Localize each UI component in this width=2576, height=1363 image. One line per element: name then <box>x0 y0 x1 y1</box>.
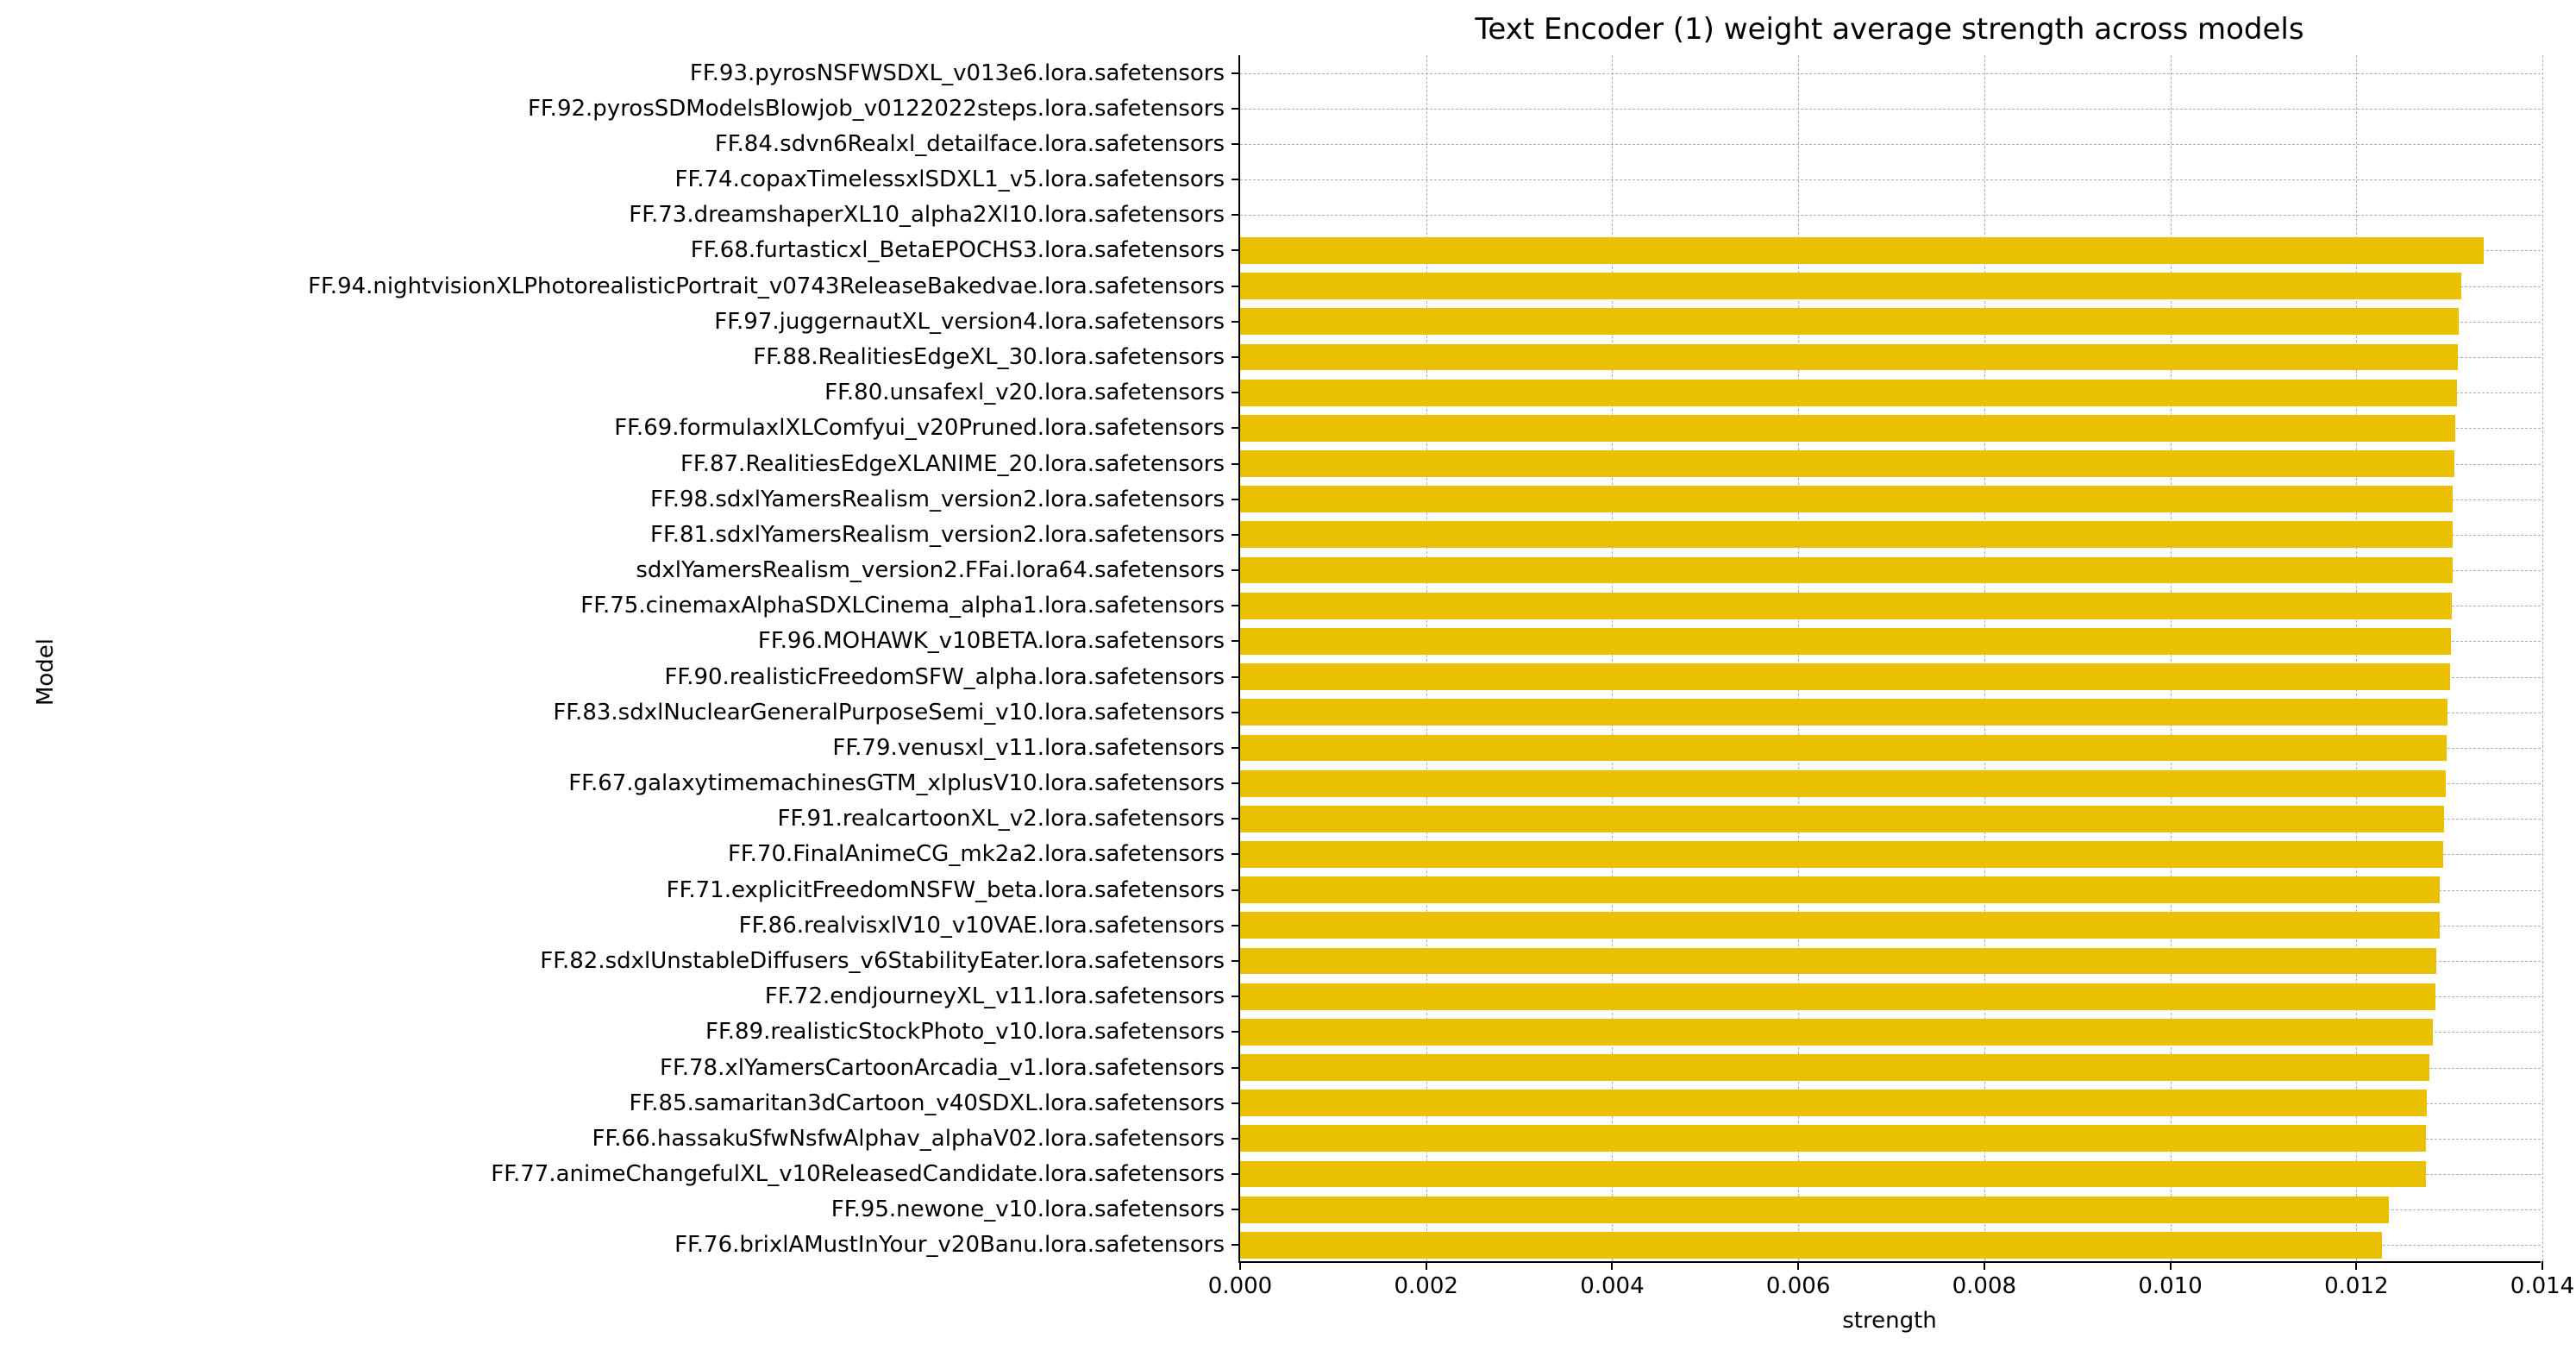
ytick-label: FF.79.venusxl_v11.lora.safetensors <box>832 735 1240 761</box>
xtick-label: 0.010 <box>2138 1261 2202 1299</box>
ytick-label: FF.93.pyrosNSFWSDXL_v013e6.lora.safetens… <box>690 60 1240 86</box>
gridline-h <box>1240 73 2541 74</box>
bar <box>1240 806 2444 832</box>
gridline-h <box>1240 144 2541 145</box>
xtick-label: 0.014 <box>2510 1261 2574 1299</box>
bar <box>1240 841 2443 868</box>
bar <box>1240 1054 2429 1081</box>
xtick-label: 0.002 <box>1394 1261 1457 1299</box>
bar <box>1240 628 2451 655</box>
bar <box>1240 912 2440 939</box>
bar <box>1240 308 2459 335</box>
ytick-label: FF.76.brixlAMustInYour_v20Banu.lora.safe… <box>674 1232 1240 1258</box>
bar <box>1240 1161 2426 1188</box>
xtick-label: 0.006 <box>1766 1261 1830 1299</box>
ytick-label: FF.73.dreamshaperXL10_alpha2Xl10.lora.sa… <box>629 202 1240 228</box>
ytick-label: FF.75.cinemaxAlphaSDXLCinema_alpha1.lora… <box>580 593 1240 619</box>
ytick-label: FF.84.sdvn6Realxl_detailface.lora.safete… <box>715 131 1240 157</box>
bar <box>1240 699 2448 725</box>
ytick-label: FF.74.copaxTimelessxlSDXL1_v5.lora.safet… <box>675 166 1240 192</box>
ytick-label: FF.80.unsafexl_v20.lora.safetensors <box>824 380 1240 405</box>
gridline-v <box>2542 55 2543 1261</box>
gridline-h <box>1240 179 2541 180</box>
bar <box>1240 983 2435 1010</box>
bar <box>1240 1232 2382 1259</box>
ytick-label: FF.81.sdxlYamersRealism_version2.lora.sa… <box>650 522 1240 548</box>
xtick-label: 0.012 <box>2324 1261 2388 1299</box>
bar <box>1240 344 2458 371</box>
chart-container: Text Encoder (1) weight average strength… <box>0 0 2576 1363</box>
bar <box>1240 1019 2433 1046</box>
ytick-label: FF.85.samaritan3dCartoon_v40SDXL.lora.sa… <box>630 1090 1240 1116</box>
ytick-label: FF.87.RealitiesEdgeXLANIME_20.lora.safet… <box>680 451 1240 477</box>
ytick-label: FF.77.animeChangefulXL_v10ReleasedCandid… <box>491 1161 1240 1187</box>
bar <box>1240 770 2446 797</box>
bar <box>1240 273 2461 299</box>
ytick-label: FF.69.formulaxlXLComfyui_v20Pruned.lora.… <box>614 415 1240 441</box>
bar <box>1240 663 2450 690</box>
gridline-h <box>1240 215 2541 216</box>
bar <box>1240 593 2452 619</box>
ytick-label: FF.86.realvisxlV10_v10VAE.lora.safetenso… <box>739 913 1240 939</box>
ytick-label: FF.92.pyrosSDModelsBlowjob_v0122022steps… <box>528 96 1240 122</box>
ytick-label: sdxlYamersRealism_version2.FFai.lora64.s… <box>636 557 1240 583</box>
bar <box>1240 1090 2427 1116</box>
bar <box>1240 415 2455 442</box>
ytick-label: FF.91.realcartoonXL_v2.lora.safetensors <box>777 806 1240 832</box>
bar <box>1240 948 2436 975</box>
plot-area: 0.0000.0020.0040.0060.0080.0100.0120.014… <box>1238 55 2541 1263</box>
ytick-label: FF.94.nightvisionXLPhotorealisticPortrai… <box>308 273 1240 299</box>
bar <box>1240 557 2453 584</box>
ytick-label: FF.98.sdxlYamersRealism_version2.lora.sa… <box>650 487 1240 512</box>
ytick-label: FF.72.endjourneyXL_v11.lora.safetensors <box>765 983 1240 1009</box>
bar <box>1240 735 2447 762</box>
chart-title: Text Encoder (1) weight average strength… <box>1238 12 2541 47</box>
ytick-label: FF.70.FinalAnimeCG_mk2a2.lora.safetensor… <box>728 841 1240 867</box>
xtick-label: 0.000 <box>1208 1261 1272 1299</box>
ytick-label: FF.89.realisticStockPhoto_v10.lora.safet… <box>705 1019 1240 1045</box>
bar <box>1240 876 2440 903</box>
ytick-label: FF.90.realisticFreedomSFW_alpha.lora.saf… <box>664 664 1240 690</box>
ytick-label: FF.67.galaxytimemachinesGTM_xlplusV10.lo… <box>568 770 1240 796</box>
xtick-label: 0.004 <box>1580 1261 1644 1299</box>
ytick-label: FF.83.sdxlNuclearGeneralPurposeSemi_v10.… <box>553 700 1240 725</box>
xtick-label: 0.008 <box>1952 1261 2016 1299</box>
bar <box>1240 450 2454 477</box>
ytick-label: FF.66.hassakuSfwNsfwAlphav_alphaV02.lora… <box>592 1126 1240 1152</box>
ytick-label: FF.71.explicitFreedomNSFW_beta.lora.safe… <box>667 877 1240 903</box>
ytick-label: FF.97.juggernautXL_version4.lora.safeten… <box>714 309 1240 335</box>
bar <box>1240 521 2453 548</box>
ytick-label: FF.78.xlYamersCartoonArcadia_v1.lora.saf… <box>660 1055 1240 1081</box>
ytick-label: FF.96.MOHAWK_v10BETA.lora.safetensors <box>758 628 1240 654</box>
y-axis-label: Model <box>33 638 59 706</box>
gridline-h <box>1240 109 2541 110</box>
ytick-label: FF.68.furtasticxl_BetaEPOCHS3.lora.safet… <box>691 237 1240 263</box>
bar <box>1240 1197 2389 1223</box>
ytick-label: FF.82.sdxlUnstableDiffusers_v6StabilityE… <box>540 948 1240 974</box>
bar <box>1240 237 2484 264</box>
x-axis-label: strength <box>1238 1308 2541 1334</box>
bar <box>1240 380 2457 406</box>
ytick-label: FF.95.newone_v10.lora.safetensors <box>831 1197 1240 1222</box>
bar <box>1240 486 2453 512</box>
bar <box>1240 1125 2426 1152</box>
ytick-label: FF.88.RealitiesEdgeXL_30.lora.safetensor… <box>753 344 1240 370</box>
